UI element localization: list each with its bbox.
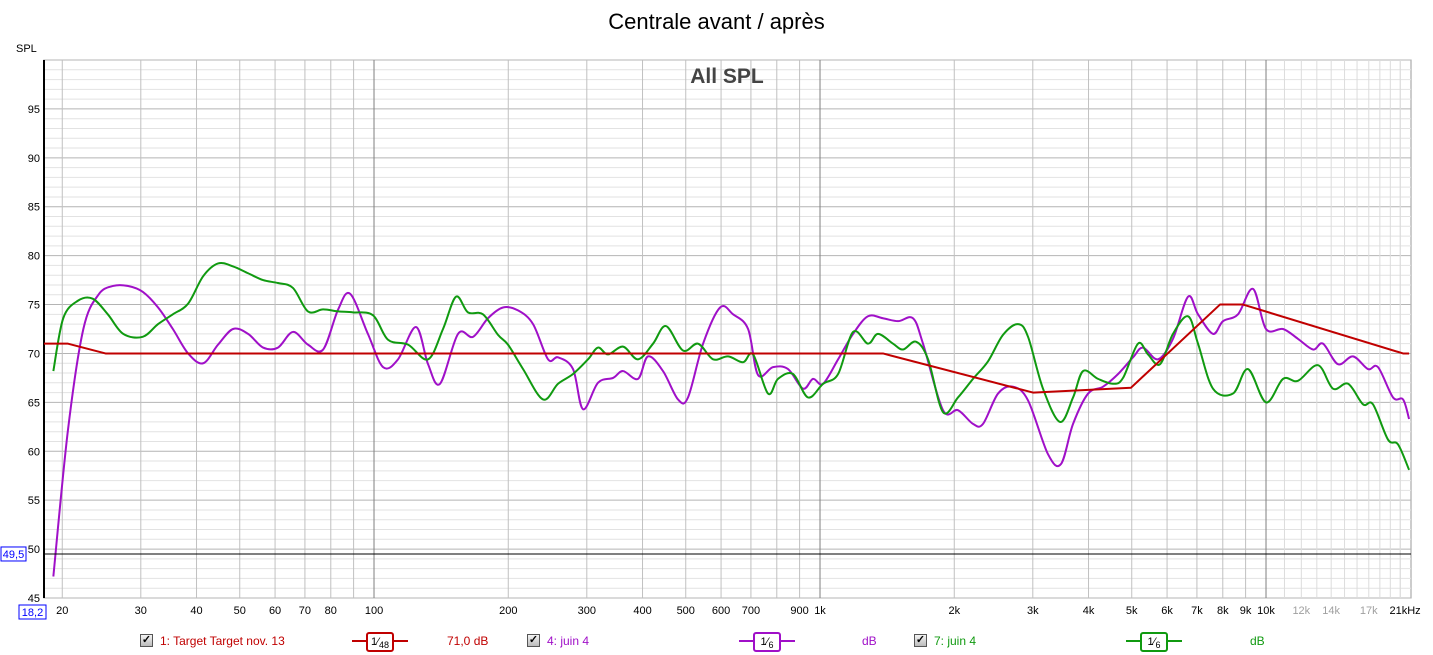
x-tick-label: 300 — [578, 605, 596, 617]
x-tick-label: 5k — [1126, 605, 1138, 617]
series-7-checkbox[interactable]: ✓ — [914, 634, 927, 647]
cursor-x-value: 18,2 — [22, 607, 43, 619]
series-line-1 — [44, 303, 1410, 394]
x-tick-label: 14k — [1322, 605, 1340, 617]
x-tick-label: 20 — [56, 605, 68, 617]
series-1-checkbox[interactable]: ✓ — [140, 634, 153, 647]
x-tick-label: 900 — [790, 605, 808, 617]
y-tick-label: 95 — [28, 104, 40, 116]
chart-title: Centrale avant / après — [608, 9, 825, 34]
x-tick-label: 80 — [325, 605, 337, 617]
smoothing-den: 6 — [768, 640, 774, 651]
series-7-value: dB — [1250, 634, 1265, 648]
smoothing-den: 6 — [1155, 640, 1161, 651]
y-tick-label: 85 — [28, 202, 40, 214]
x-tick-label: 200 — [499, 605, 517, 617]
y-tick-label: 75 — [28, 300, 40, 312]
x-tick-label: 40 — [190, 605, 202, 617]
x-tick-label: 50 — [234, 605, 246, 617]
series-4-value: dB — [862, 634, 877, 648]
y-tick-label: 65 — [28, 397, 40, 409]
x-tick-label: 500 — [677, 605, 695, 617]
y-tick-label: 60 — [28, 446, 40, 458]
series-line-2 — [52, 284, 1411, 577]
x-tick-label: 700 — [742, 605, 760, 617]
series-7-label: 7: juin 4 — [934, 634, 977, 648]
y-axis-label: SPL — [16, 43, 37, 55]
x-tick-label: 8k — [1217, 605, 1229, 617]
x-tick-label: 7k — [1191, 605, 1203, 617]
x-tick-label: 10k — [1257, 605, 1275, 617]
series-1-label: 1: Target Target nov. 13 — [160, 634, 285, 648]
plot-area — [43, 59, 1412, 599]
y-tick-label: 45 — [28, 593, 40, 605]
x-tick-label: 6k — [1161, 605, 1173, 617]
y-tick-label: 80 — [28, 251, 40, 263]
y-tick-label: 70 — [28, 348, 40, 360]
cursor-y-value: 49,5 — [3, 549, 24, 561]
y-tick-label: 55 — [28, 495, 40, 507]
x-tick-label: 17k — [1360, 605, 1378, 617]
x-tick-label: 30 — [135, 605, 147, 617]
series-4-checkbox[interactable]: ✓ — [527, 634, 540, 647]
series-7-smoothing-button[interactable]: 1⁄6 — [1140, 632, 1168, 652]
x-tick-label: 9k — [1240, 605, 1252, 617]
y-tick-label: 90 — [28, 153, 40, 165]
series-4-smoothing-button[interactable]: 1⁄6 — [753, 632, 781, 652]
series-4-label: 4: juin 4 — [547, 634, 590, 648]
x-tick-label: 400 — [633, 605, 651, 617]
series-1-value: 71,0 dB — [447, 634, 489, 648]
x-tick-label: 2k — [948, 605, 960, 617]
smoothing-num: 1 — [371, 636, 378, 648]
smoothing-num: 1 — [760, 636, 767, 648]
cursor-x-box — [18, 604, 47, 620]
x-tick-label: 100 — [365, 605, 383, 617]
series-1-smoothing-button[interactable]: 1⁄48 — [366, 632, 394, 652]
x-tick-label: 600 — [712, 605, 730, 617]
smoothing-num: 1 — [1147, 636, 1154, 648]
chart-subtitle: All SPL — [690, 65, 764, 88]
y-tick-label: 50 — [28, 544, 40, 556]
x-tick-label: 21kHz — [1389, 605, 1420, 617]
x-tick-label: 12k — [1292, 605, 1310, 617]
x-tick-label: 4k — [1083, 605, 1095, 617]
smoothing-den: 48 — [378, 640, 389, 651]
x-tick-label: 60 — [269, 605, 281, 617]
x-tick-label: 70 — [299, 605, 311, 617]
x-tick-label: 3k — [1027, 605, 1039, 617]
cursor-y-box — [0, 546, 27, 562]
x-tick-label: 1k — [814, 605, 826, 617]
